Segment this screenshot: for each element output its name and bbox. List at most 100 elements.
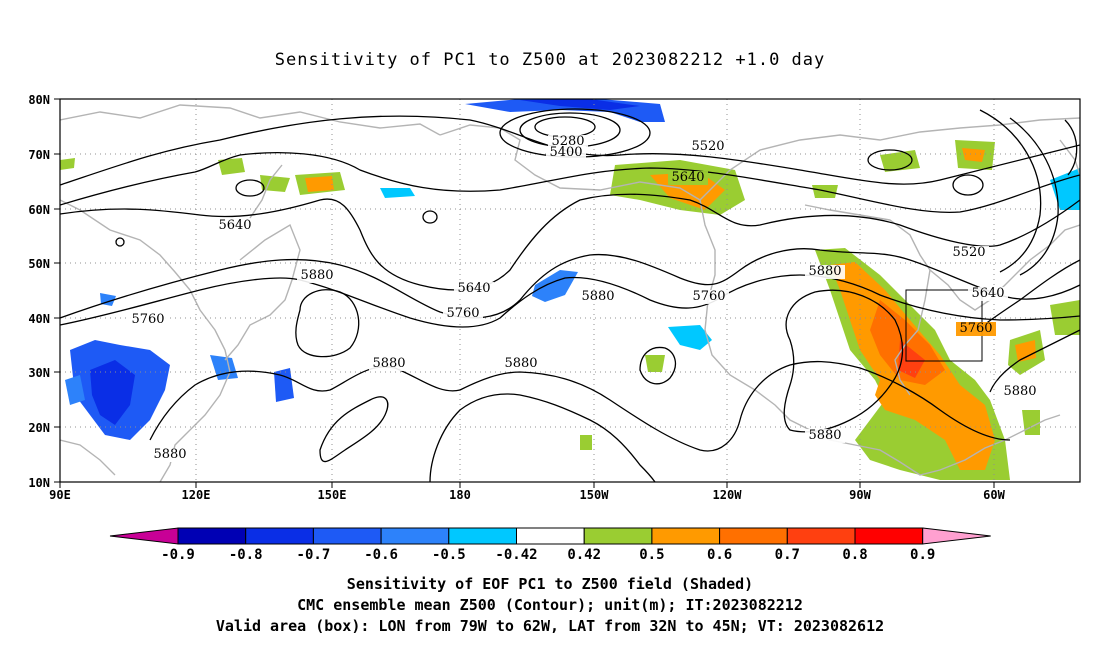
colorbar-label: 0.5 [639, 547, 664, 563]
colorbar-label: 0.42 [567, 547, 601, 563]
lat-tick-label: 70N [28, 148, 50, 162]
contour-label: 5880 [808, 428, 841, 443]
contour-label: 5640 [971, 286, 1004, 301]
lon-tick-label: 90W [849, 488, 871, 502]
contour-label: 5760 [446, 306, 479, 321]
contour-label: 5520 [691, 139, 724, 154]
colorbar-swatch [583, 527, 653, 545]
contour-line [979, 109, 1042, 273]
contour-line [952, 174, 984, 196]
colorbar-label: -0.7 [297, 547, 331, 563]
lat-tick-label: 10N [28, 476, 50, 490]
contour-label: 5880 [581, 289, 614, 304]
z500-contours [60, 108, 1080, 482]
contour-label: 5880 [372, 356, 405, 371]
negative-sensitivity-small [210, 355, 238, 380]
contour-line [1009, 117, 1059, 276]
colorbar-swatch [448, 527, 517, 545]
lat-tick-label: 60N [28, 203, 50, 217]
contour-labels: 5280 5400 5520 5640 5640 5640 5520 5640 … [128, 134, 1040, 462]
negative-sensitivity-core [90, 360, 135, 425]
colorbar-label: 0.9 [910, 547, 935, 563]
contour-label: 5520 [952, 245, 985, 260]
colorbar-swatch [786, 527, 856, 545]
colorbar-label: 0.8 [842, 547, 867, 563]
lon-tick-labels: 90E 120E 150E 180 150W 120W 90W 60W [49, 488, 1005, 502]
contour-line [235, 179, 265, 197]
contour-line [1064, 119, 1078, 176]
contour-line [60, 115, 1080, 186]
colorbar-swatch [516, 527, 585, 545]
lat-tick-marks [54, 98, 60, 483]
coastlines [60, 104, 1080, 482]
contour-line [60, 152, 1080, 214]
positive-sensitivity-core [305, 176, 334, 192]
contour-label: 5880 [1003, 384, 1036, 399]
contour-label: 5280 [551, 134, 584, 149]
lon-tick-label: 120E [182, 488, 211, 502]
lon-tick-label: 120W [713, 488, 743, 502]
contour-label: 5400 [549, 145, 582, 160]
contour-line [60, 248, 1080, 319]
contour-line [979, 259, 1080, 329]
colorbar-label: 0.7 [775, 547, 800, 563]
lat-tick-label: 20N [28, 421, 50, 435]
colorbar-swatch [312, 527, 382, 545]
positive-sensitivity-region [260, 175, 290, 192]
negative-sensitivity-small [274, 368, 294, 402]
contour-line [60, 193, 1080, 291]
positive-sensitivity-core [1015, 340, 1036, 362]
negative-sensitivity-edge [65, 375, 85, 405]
contour-label: 5760 [131, 312, 164, 327]
colorbar-over-triangle [922, 527, 991, 545]
positive-sensitivity-region [1022, 410, 1040, 435]
contour-label: 5760 [959, 321, 992, 336]
negative-sensitivity-arctic-core [520, 99, 640, 110]
lon-tick-label: 90E [49, 488, 71, 502]
contour-label: 5880 [300, 268, 333, 283]
contour-label: 5640 [457, 281, 490, 296]
colorbar-label: -0.8 [229, 547, 263, 563]
contour-line [295, 289, 360, 358]
map-frame [59, 98, 1081, 483]
positive-sensitivity-region [60, 158, 75, 170]
contour-line [115, 237, 125, 247]
colorbar: -0.9 -0.8 -0.7 -0.6 -0.5 -0.42 0.42 0.5 0.6 0.7 0.… [109, 527, 991, 563]
colorbar-swatch [854, 527, 924, 545]
contour-label: 5880 [153, 447, 186, 462]
lon-tick-label: 150W [580, 488, 610, 502]
contour-label-group: 5880 [150, 447, 190, 462]
positive-sensitivity-region [645, 355, 665, 372]
lon-tick-marks [59, 482, 995, 488]
lat-tick-label: 30N [28, 366, 50, 380]
contour-line [783, 289, 904, 433]
colorbar-swatch [380, 527, 450, 545]
caption-block: Sensitivity of EOF PC1 to Z500 field (Sh… [0, 574, 1100, 637]
contour-label: 5640 [671, 170, 704, 185]
map-title: Sensitivity of PC1 to Z500 at 2023082212… [274, 50, 826, 70]
lon-tick-label: 60W [983, 488, 1005, 502]
lon-tick-label: 180 [449, 488, 471, 502]
positive-sensitivity-america-max [898, 340, 925, 378]
contour-line [867, 149, 913, 171]
colorbar-label: -0.42 [495, 547, 537, 563]
contour-line [422, 210, 438, 224]
colorbar-label: 0.6 [707, 547, 732, 563]
positive-sensitivity-region [218, 158, 245, 175]
colorbar-swatch [177, 527, 247, 545]
contour-line [429, 393, 656, 482]
colorbar-label: -0.9 [161, 547, 195, 563]
colorbar-label: -0.6 [364, 547, 398, 563]
lat-tick-label: 50N [28, 257, 50, 271]
negative-sensitivity-pacific [380, 188, 415, 198]
caption-line: Valid area (box): LON from 79W to 62W, L… [215, 617, 885, 635]
colorbar-swatch [719, 527, 788, 545]
lat-tick-labels: 80N 70N 60N 50N 40N 30N 20N 10N [28, 93, 50, 490]
positive-sensitivity-core [962, 148, 985, 162]
contour-label: 5880 [808, 264, 841, 279]
colorbar-under-triangle [109, 527, 179, 545]
caption-line: Sensitivity of EOF PC1 to Z500 field (Sh… [346, 575, 754, 593]
contour-label: 5640 [218, 218, 251, 233]
contour-line [639, 346, 677, 385]
